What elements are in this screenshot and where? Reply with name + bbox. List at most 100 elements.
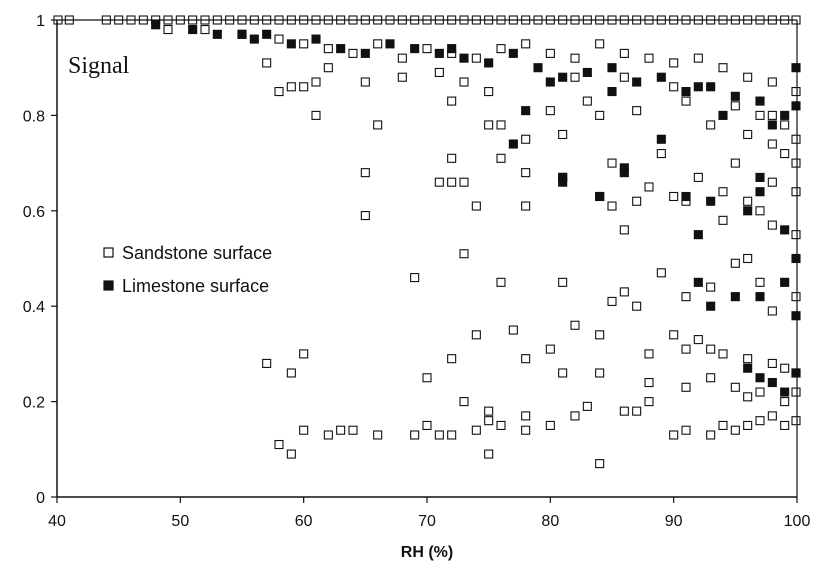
sandstone-point	[545, 420, 555, 431]
sandstone-point	[632, 301, 642, 311]
limestone-point	[755, 96, 765, 106]
sandstone-point	[791, 416, 801, 426]
sandstone-point	[496, 153, 506, 163]
sandstone-point	[570, 72, 580, 82]
sandstone-point	[681, 344, 691, 354]
limestone-point	[582, 67, 592, 78]
sandstone-point	[767, 177, 777, 187]
sandstone-point	[447, 96, 457, 106]
sandstone-point	[521, 411, 531, 421]
sandstone-point	[644, 53, 654, 63]
sandstone-point	[471, 201, 481, 211]
limestone-point	[681, 87, 691, 97]
sandstone-point	[718, 215, 728, 225]
sandstone-point	[780, 397, 790, 407]
limestone-point	[780, 387, 790, 397]
sandstone-point	[693, 53, 703, 63]
sandstone-point	[693, 172, 703, 182]
sandstone-point	[570, 53, 580, 63]
sandstone-point	[360, 211, 370, 221]
sandstone-point	[791, 292, 801, 302]
sandstone-point	[595, 330, 605, 340]
limestone-point	[286, 39, 296, 49]
sandstone-point	[706, 373, 716, 383]
limestone-point	[459, 53, 469, 63]
limestone-point	[743, 363, 753, 373]
sandstone-point	[656, 268, 666, 278]
sandstone-point	[780, 363, 790, 373]
limestone-point	[780, 225, 790, 235]
sandstone-point	[299, 349, 309, 359]
limestone-point	[311, 34, 321, 44]
sandstone-point	[791, 387, 801, 397]
sandstone-point	[755, 110, 765, 120]
sandstone-point	[545, 106, 555, 116]
sandstone-point	[570, 320, 580, 330]
limestone-point	[755, 187, 765, 197]
sandstone-point	[484, 416, 494, 426]
limestone-point	[595, 191, 605, 202]
sandstone-point	[558, 277, 568, 287]
sandstone-point	[644, 182, 654, 192]
sandstone-point	[459, 77, 469, 87]
sandstone-point	[730, 101, 740, 111]
sandstone-point	[397, 53, 407, 63]
limestone-point	[360, 48, 370, 58]
sandstone-point	[730, 258, 740, 268]
sandstone-point	[767, 306, 777, 316]
sandstone-point	[681, 292, 691, 302]
sandstone-point	[373, 39, 383, 49]
sandstone-point	[743, 253, 753, 264]
limestone-point	[508, 48, 518, 58]
sandstone-point	[521, 134, 531, 144]
signal-annotation: Signal	[68, 53, 130, 79]
x-tick-label: 60	[295, 513, 313, 530]
limestone-point	[632, 77, 642, 87]
sandstone-point	[706, 430, 716, 440]
sandstone-point	[496, 44, 506, 54]
limestone-point	[385, 39, 395, 49]
sandstone-point	[299, 425, 309, 435]
sandstone-point	[434, 430, 444, 440]
sandstone-point	[780, 120, 790, 130]
sandstone-point	[669, 330, 679, 340]
limestone-point	[237, 29, 247, 39]
sandstone-point	[434, 177, 444, 187]
limestone-point	[656, 72, 666, 82]
sandstone-point	[397, 72, 407, 82]
sandstone-point	[484, 120, 494, 130]
sandstone-point	[484, 87, 494, 97]
sandstone-point	[791, 87, 801, 97]
sandstone-point	[323, 44, 333, 54]
sandstone-point	[755, 387, 765, 397]
limestone-point	[791, 311, 801, 321]
sandstone-point	[262, 58, 272, 68]
sandstone-point	[730, 425, 740, 435]
sandstone-point	[767, 139, 777, 149]
sandstone-point	[718, 187, 728, 197]
sandstone-point	[299, 39, 309, 49]
limestone-point	[791, 101, 801, 111]
sandstone-point	[545, 48, 555, 58]
sandstone-point	[644, 377, 654, 388]
y-tick-label: 0.4	[23, 299, 45, 316]
sandstone-point	[447, 354, 457, 364]
sandstone-point	[681, 382, 691, 392]
limestone-point	[730, 91, 740, 101]
sandstone-point	[582, 96, 592, 106]
sandstone-point	[607, 201, 617, 211]
sandstone-point	[706, 282, 716, 292]
sandstone-point	[558, 129, 568, 140]
sandstone-point	[791, 230, 801, 240]
sandstone-point	[410, 273, 420, 283]
sandstone-point	[311, 77, 321, 87]
sandstone-point	[521, 168, 531, 178]
limestone-point	[755, 292, 765, 302]
sandstone-point	[669, 82, 679, 92]
sandstone-point	[274, 34, 284, 44]
sandstone-point	[791, 187, 801, 197]
limestone-point	[249, 34, 259, 44]
sandstone-point	[508, 325, 518, 335]
limestone-point	[212, 29, 222, 39]
limestone-point	[706, 82, 716, 92]
